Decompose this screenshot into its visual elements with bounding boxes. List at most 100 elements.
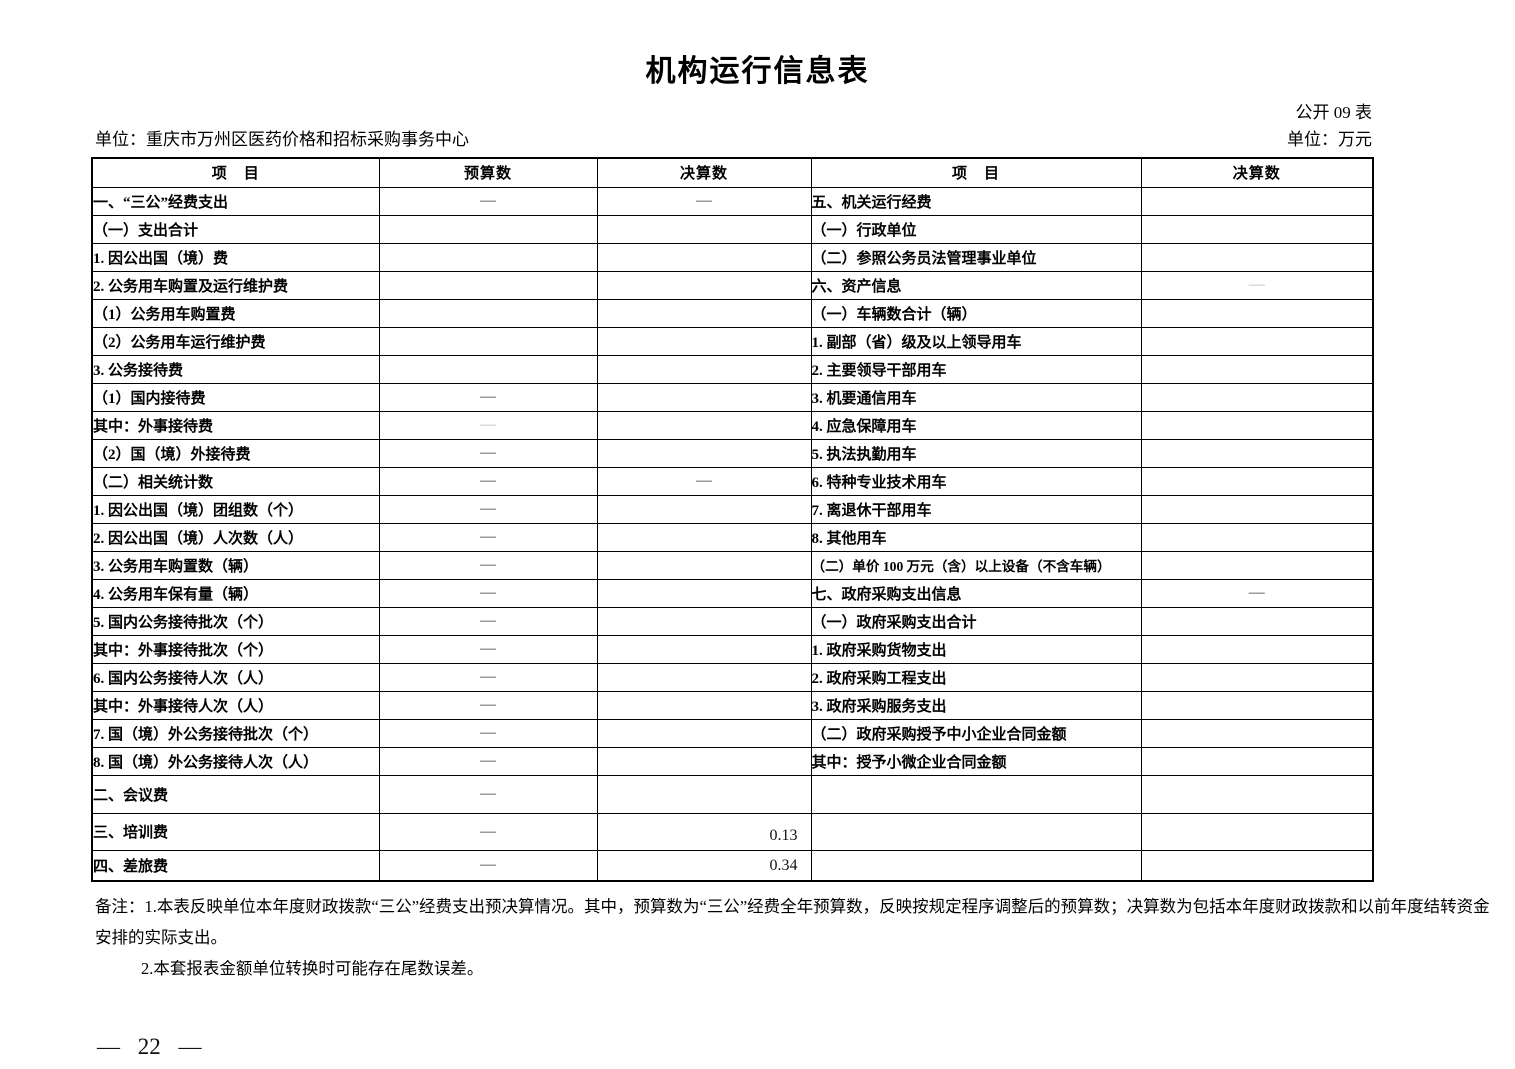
- final-cell-right: [1140, 186, 1374, 216]
- row-label: 2. 因公出国（境）人次数（人）: [91, 522, 380, 552]
- final-cell-right: [1140, 634, 1374, 664]
- budget-cell: [378, 242, 598, 272]
- table-row: （二）相关统计数 — — 6. 特种专业技术用车: [91, 466, 1374, 496]
- row-label: 6. 国内公务接待人次（人）: [91, 662, 380, 692]
- row-label: （1）国内接待费: [91, 382, 380, 412]
- final-cell-right: [1140, 522, 1374, 552]
- final-cell: [596, 438, 812, 468]
- final-cell: —: [596, 186, 812, 216]
- budget-cell: —: [378, 690, 598, 720]
- row-label-right: 4. 应急保障用车: [810, 410, 1142, 440]
- budget-cell: —: [378, 494, 598, 524]
- final-cell: 0.34: [596, 849, 812, 882]
- budget-cell: —: [378, 606, 598, 636]
- row-label: （一）支出合计: [91, 214, 380, 244]
- row-label-right: [810, 812, 1142, 851]
- table-row: 6. 国内公务接待人次（人） — 2. 政府采购工程支出: [91, 662, 1374, 692]
- row-label-right: 五、机关运行经费: [810, 186, 1142, 216]
- row-label-right: （二）政府采购授予中小企业合同金额: [810, 718, 1142, 748]
- budget-cell: —: [378, 812, 598, 851]
- final-cell: —: [596, 466, 812, 496]
- table-row: 3. 公务用车购置数（辆） — （二）单价 100 万元（含）以上设备（不含车辆…: [91, 550, 1374, 580]
- row-label: （2）公务用车运行维护费: [91, 326, 380, 356]
- table-row: 其中：外事接待批次（个） — 1. 政府采购货物支出: [91, 634, 1374, 664]
- row-label: 1. 因公出国（境）费: [91, 242, 380, 272]
- budget-cell: —: [378, 382, 598, 412]
- budget-cell: —: [378, 718, 598, 748]
- footnote-line-1: 备注：1.本表反映单位本年度财政拨款“三公”经费支出预决算情况。其中，预算数为“…: [95, 897, 1490, 916]
- row-label: 3. 公务接待费: [91, 354, 380, 384]
- row-label-right: 8. 其他用车: [810, 522, 1142, 552]
- final-cell-right: [1140, 849, 1374, 882]
- final-cell-right: [1140, 718, 1374, 748]
- footnote-line-2: 安排的实际支出。: [95, 928, 227, 947]
- final-cell: [596, 242, 812, 272]
- final-cell: [596, 326, 812, 356]
- final-cell-right: [1140, 326, 1374, 356]
- budget-cell: —: [378, 186, 598, 216]
- budget-cell: [378, 214, 598, 244]
- final-cell-right: [1140, 494, 1374, 524]
- final-cell-right: [1140, 438, 1374, 468]
- final-cell-right: [1140, 242, 1374, 272]
- final-cell: [596, 578, 812, 608]
- row-label: 三、培训费: [91, 812, 380, 851]
- final-cell-right: —: [1140, 578, 1374, 608]
- final-cell: [596, 662, 812, 692]
- page-number: — 22 —: [97, 1034, 202, 1059]
- row-label-right: 1. 副部（省）级及以上领导用车: [810, 326, 1142, 356]
- final-cell-right: —: [1140, 270, 1374, 300]
- row-label-right: （二）参照公务员法管理事业单位: [810, 242, 1142, 272]
- final-cell: [596, 718, 812, 748]
- final-cell: [596, 774, 812, 814]
- unit-row: 单位：重庆市万州区医药价格和招标采购事务中心 单位：万元: [95, 125, 1372, 150]
- final-cell: [596, 522, 812, 552]
- footnotes: 备注：1.本表反映单位本年度财政拨款“三公”经费支出预决算情况。其中，预算数为“…: [95, 891, 1515, 984]
- row-label-right: 3. 政府采购服务支出: [810, 690, 1142, 720]
- final-cell-right: [1140, 774, 1374, 814]
- row-label-right: [810, 849, 1142, 882]
- budget-cell: —: [378, 410, 598, 440]
- row-label-right: （一）车辆数合计（辆）: [810, 298, 1142, 328]
- table-row: 5. 国内公务接待批次（个） — （一）政府采购支出合计: [91, 606, 1374, 636]
- final-cell-right: [1140, 214, 1374, 244]
- row-label: 一、“三公”经费支出: [91, 186, 380, 216]
- budget-cell: —: [378, 662, 598, 692]
- row-label: 7. 国（境）外公务接待批次（个）: [91, 718, 380, 748]
- table-row: （2）国（境）外接待费 — 5. 执法执勤用车: [91, 438, 1374, 468]
- row-label-right: （一）政府采购支出合计: [810, 606, 1142, 636]
- budget-cell: —: [378, 849, 598, 882]
- final-cell: [596, 410, 812, 440]
- form-number: 公开 09 表: [1295, 103, 1373, 122]
- budget-cell: —: [378, 550, 598, 580]
- final-cell-right: [1140, 812, 1374, 851]
- final-cell: [596, 494, 812, 524]
- final-cell-right: [1140, 690, 1374, 720]
- final-cell-right: [1140, 354, 1374, 384]
- budget-cell: —: [378, 578, 598, 608]
- row-label-right: [810, 774, 1142, 814]
- col-header-budget: 预算数: [378, 157, 598, 188]
- row-label-right: 七、政府采购支出信息: [810, 578, 1142, 608]
- budget-cell: [378, 354, 598, 384]
- row-label: 5. 国内公务接待批次（个）: [91, 606, 380, 636]
- row-label: 2. 公务用车购置及运行维护费: [91, 270, 380, 300]
- header-block: 公开 09 表 单位：重庆市万州区医药价格和招标采购事务中心 单位：万元: [95, 98, 1372, 150]
- table-row: 3. 公务接待费 2. 主要领导干部用车: [91, 354, 1374, 384]
- final-cell-right: [1140, 550, 1374, 580]
- table-row: 2. 公务用车购置及运行维护费 六、资产信息 —: [91, 270, 1374, 300]
- table-row: 8. 国（境）外公务接待人次（人） — 其中：授予小微企业合同金额: [91, 746, 1374, 776]
- row-label-right: 2. 主要领导干部用车: [810, 354, 1142, 384]
- table-row: 其中：外事接待人次（人） — 3. 政府采购服务支出: [91, 690, 1374, 720]
- final-cell: [596, 746, 812, 776]
- table-row: 二、会议费 —: [91, 774, 1374, 814]
- info-table: 项 目 预算数 决算数 项 目 决算数 一、“三公”经费支出 — — 五、机关运…: [91, 157, 1374, 882]
- row-label: 8. 国（境）外公务接待人次（人）: [91, 746, 380, 776]
- budget-cell: [378, 326, 598, 356]
- row-label-right: 1. 政府采购货物支出: [810, 634, 1142, 664]
- table-row: 7. 国（境）外公务接待批次（个） — （二）政府采购授予中小企业合同金额: [91, 718, 1374, 748]
- row-label: （二）相关统计数: [91, 466, 380, 496]
- final-cell: 0.13: [596, 812, 812, 851]
- budget-cell: —: [378, 466, 598, 496]
